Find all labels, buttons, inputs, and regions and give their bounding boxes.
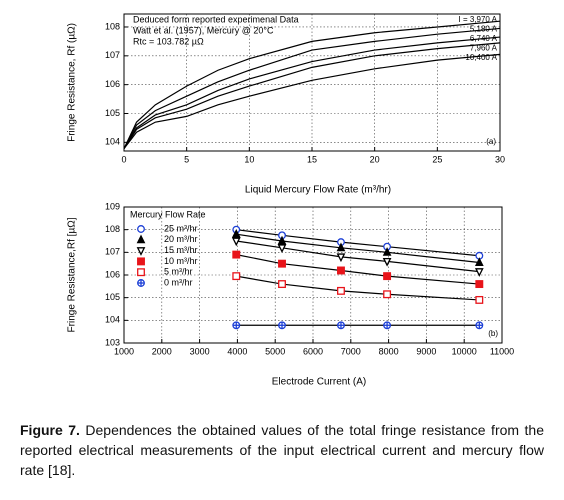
legend-label: 7,960 A bbox=[470, 44, 498, 53]
marker bbox=[474, 257, 484, 266]
marker bbox=[382, 257, 392, 267]
y-tick-label: 104 bbox=[105, 137, 120, 147]
marker bbox=[232, 250, 241, 259]
series-line bbox=[123, 53, 501, 149]
legend-label: 20 m³/hr bbox=[164, 234, 198, 244]
series-line bbox=[123, 42, 501, 149]
x-tick-label: 30 bbox=[495, 154, 505, 164]
marker bbox=[277, 244, 287, 254]
x-tick-label: 5000 bbox=[265, 346, 285, 356]
marker bbox=[336, 253, 346, 263]
y-tick-label: 103 bbox=[105, 337, 120, 347]
marker bbox=[137, 225, 145, 233]
caption: Figure 7. Dependences the obtained value… bbox=[20, 420, 544, 480]
marker bbox=[382, 247, 392, 256]
legend-label: 6,740 A bbox=[470, 34, 498, 43]
marker bbox=[278, 259, 286, 268]
legend-label: 0 m³/hr bbox=[164, 277, 193, 287]
x-tick-label: 11000 bbox=[490, 346, 514, 356]
legend-title: Mercury Flow Rate bbox=[130, 209, 206, 219]
marker bbox=[474, 268, 484, 277]
y-tick-label: 106 bbox=[105, 79, 120, 89]
marker bbox=[337, 266, 345, 275]
x-tick-label: 20 bbox=[370, 154, 380, 164]
marker bbox=[136, 247, 146, 256]
caption-text: Dependences the obtained values of the t… bbox=[20, 422, 544, 478]
marker bbox=[231, 237, 241, 247]
legend-label: I = 3,970 A bbox=[459, 15, 498, 24]
y-axis-label: Fringe Resistance, Rf (µΩ) bbox=[67, 23, 78, 142]
marker bbox=[137, 268, 145, 277]
plot-frame bbox=[123, 13, 501, 152]
y-tick-label: 105 bbox=[105, 108, 120, 118]
marker bbox=[136, 234, 146, 244]
marker bbox=[137, 279, 145, 287]
marker bbox=[278, 280, 286, 289]
marker bbox=[336, 242, 346, 252]
x-tick-label: 1000 bbox=[114, 346, 134, 356]
y-tick-label: 107 bbox=[105, 50, 120, 60]
marker bbox=[278, 321, 286, 330]
marker bbox=[232, 272, 241, 281]
legend-label: 10,400 A bbox=[465, 53, 497, 62]
marker bbox=[232, 321, 241, 330]
y-tick-label: 109 bbox=[105, 201, 120, 211]
legend-label: 15 m³/hr bbox=[164, 245, 198, 255]
x-axis-label: Electrode Current (A) bbox=[272, 377, 366, 388]
x-tick-label: 10 bbox=[244, 154, 254, 164]
x-tick-label: 5 bbox=[184, 154, 189, 164]
legend-label: 5,180 A bbox=[470, 25, 498, 34]
x-tick-label: 2000 bbox=[152, 346, 172, 356]
marker bbox=[137, 257, 145, 266]
y-tick-label: 104 bbox=[105, 315, 120, 325]
annotation: Watt et al. (1957), Mercury @ 20°C bbox=[133, 25, 274, 35]
marker bbox=[475, 295, 484, 304]
x-tick-label: 3000 bbox=[190, 346, 210, 356]
series-line bbox=[123, 20, 501, 149]
y-tick-label: 107 bbox=[105, 247, 120, 257]
legend-label: 25 m³/hr bbox=[164, 223, 198, 233]
y-tick-label: 105 bbox=[105, 292, 120, 302]
legend-label: 10 m³/hr bbox=[164, 256, 198, 266]
legend-label: 5 m³/hr bbox=[164, 267, 193, 277]
x-tick-label: 7000 bbox=[341, 346, 361, 356]
x-tick-label: 4000 bbox=[227, 346, 247, 356]
x-tick-label: 6000 bbox=[303, 346, 323, 356]
x-tick-label: 0 bbox=[121, 154, 126, 164]
annotation: Rtc = 103.782 µΩ bbox=[133, 36, 204, 46]
y-axis-label: Fringe Resistance,Rf [µΩ] bbox=[67, 217, 78, 332]
y-tick-label: 108 bbox=[105, 21, 120, 31]
marker bbox=[475, 280, 484, 289]
marker bbox=[383, 290, 392, 299]
y-tick-label: 108 bbox=[105, 224, 120, 234]
x-tick-label: 15 bbox=[307, 154, 317, 164]
marker bbox=[231, 228, 241, 238]
x-tick-label: 9000 bbox=[416, 346, 436, 356]
panel-label: (b) bbox=[488, 329, 498, 338]
marker bbox=[337, 286, 345, 295]
series-line bbox=[123, 27, 501, 149]
figure: 0 5 10 15 20 25 30 104 105 106 107 108 I = 3,970 A5,… bbox=[67, 13, 514, 388]
marker bbox=[337, 321, 345, 330]
marker bbox=[383, 272, 392, 281]
series-line bbox=[236, 229, 480, 257]
marker bbox=[383, 321, 392, 330]
x-tick-label: 10000 bbox=[452, 346, 477, 356]
plot-frame bbox=[123, 206, 503, 344]
x-tick-label: 25 bbox=[432, 154, 442, 164]
series-line bbox=[123, 36, 501, 149]
panel-label: (a) bbox=[486, 137, 496, 146]
series-line bbox=[236, 275, 480, 301]
caption-label: Figure 7. bbox=[20, 422, 80, 438]
marker bbox=[475, 321, 484, 330]
annotation: Deduced form reported experimenal Data bbox=[133, 14, 299, 24]
y-tick-label: 106 bbox=[105, 269, 120, 279]
series-line bbox=[236, 240, 480, 273]
marker bbox=[277, 235, 287, 245]
x-tick-label: 8000 bbox=[379, 346, 399, 356]
x-axis-label: Liquid Mercury Flow Rate (m³/hr) bbox=[245, 185, 391, 196]
